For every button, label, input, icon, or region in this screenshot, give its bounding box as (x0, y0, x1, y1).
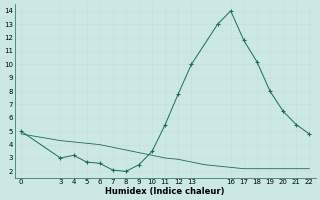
X-axis label: Humidex (Indice chaleur): Humidex (Indice chaleur) (106, 187, 225, 196)
